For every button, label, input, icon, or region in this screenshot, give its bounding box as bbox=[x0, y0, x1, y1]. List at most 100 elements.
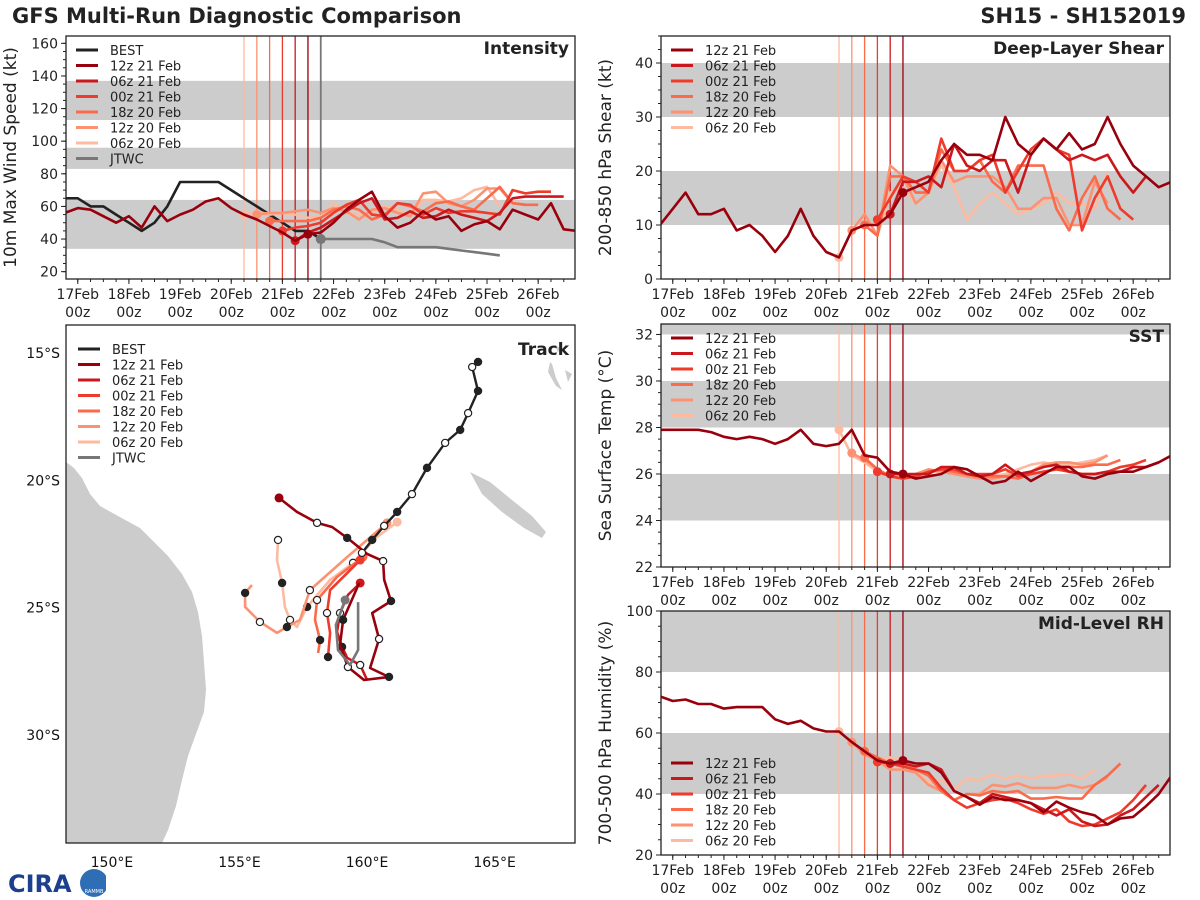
best-track-marker bbox=[440, 438, 450, 448]
lat-tick-label: 20°S bbox=[26, 473, 60, 489]
x-tick-hour-label: 00z bbox=[711, 305, 736, 321]
y-tick-label: 160 bbox=[31, 36, 58, 52]
x-tick-hour-label: 00z bbox=[762, 305, 787, 321]
x-tick-day-label: 22Feb bbox=[907, 287, 950, 303]
track-time-marker bbox=[355, 660, 365, 670]
x-tick-day-label: 19Feb bbox=[754, 863, 797, 879]
init-point-marker bbox=[898, 469, 908, 479]
x-tick-day-label: 23Feb bbox=[958, 575, 1001, 591]
jtwc-start-marker bbox=[340, 595, 350, 605]
x-tick-day-label: 26Feb bbox=[1112, 575, 1155, 591]
x-tick-day-label: 23Feb bbox=[958, 287, 1001, 303]
x-tick-day-label: 21Feb bbox=[856, 287, 899, 303]
legend-label: JTWC bbox=[111, 452, 146, 467]
init-point-marker bbox=[265, 216, 275, 226]
x-tick-day-label: 18Feb bbox=[108, 287, 151, 303]
x-tick-day-label: 24Feb bbox=[1010, 287, 1053, 303]
legend-label: 18z 20 Feb bbox=[705, 379, 776, 394]
forecast-track-line bbox=[325, 559, 362, 658]
x-tick-hour-label: 00z bbox=[762, 881, 787, 897]
shaded-band bbox=[661, 324, 1170, 335]
best-track-marker bbox=[407, 489, 417, 499]
track-time-marker bbox=[342, 533, 352, 543]
x-tick-day-label: 20Feb bbox=[210, 287, 253, 303]
legend-label: 06z 20 Feb bbox=[705, 122, 776, 137]
track-time-marker bbox=[315, 635, 325, 645]
shaded-band bbox=[661, 611, 1170, 672]
x-tick-day-label: 17Feb bbox=[56, 287, 99, 303]
best-track-marker bbox=[467, 362, 477, 372]
lon-tick-label: 160°E bbox=[346, 855, 389, 871]
track-time-marker bbox=[323, 652, 333, 662]
legend-label: 00z 21 Feb bbox=[112, 390, 183, 405]
x-tick-day-label: 17Feb bbox=[651, 287, 694, 303]
track-start-marker bbox=[274, 493, 284, 503]
legend-label: 06z 21 Feb bbox=[110, 75, 181, 90]
x-tick-day-label: 18Feb bbox=[703, 575, 746, 591]
x-tick-day-label: 22Feb bbox=[907, 575, 950, 591]
lat-tick-label: 15°S bbox=[26, 346, 60, 362]
x-tick-hour-label: 00z bbox=[762, 593, 787, 609]
y-tick-label: 28 bbox=[635, 420, 653, 436]
jtwc-init-marker bbox=[315, 234, 326, 245]
series-line bbox=[661, 695, 1170, 826]
y-tick-label: 26 bbox=[635, 467, 653, 483]
legend-label: 06z 20 Feb bbox=[705, 835, 776, 850]
x-tick-hour-label: 00z bbox=[711, 881, 736, 897]
x-tick-hour-label: 00z bbox=[967, 593, 992, 609]
lon-tick-label: 155°E bbox=[218, 855, 261, 871]
x-tick-day-label: 20Feb bbox=[805, 863, 848, 879]
legend-label: 12z 21 Feb bbox=[705, 332, 776, 347]
best-track-line bbox=[361, 360, 480, 554]
y-tick-label: 0 bbox=[644, 272, 653, 288]
legend-label: 06z 20 Feb bbox=[112, 436, 183, 451]
series-line bbox=[837, 164, 1109, 258]
new-caledonia-landmass bbox=[470, 472, 546, 538]
x-tick-day-label: 24Feb bbox=[1010, 863, 1053, 879]
y-axis-label: 200-850 hPa Shear (kt) bbox=[596, 59, 616, 256]
y-tick-label: 40 bbox=[635, 56, 653, 72]
australia-landmass bbox=[66, 462, 206, 843]
y-axis-label: Sea Surface Temp (°C) bbox=[596, 350, 616, 542]
x-tick-hour-label: 00z bbox=[1121, 305, 1146, 321]
y-tick-label: 100 bbox=[626, 604, 653, 620]
legend-label: 06z 21 Feb bbox=[112, 374, 183, 389]
lon-tick-label: 165°E bbox=[473, 855, 516, 871]
x-tick-day-label: 25Feb bbox=[466, 287, 509, 303]
y-tick-label: 22 bbox=[635, 560, 653, 576]
legend-label: 18z 20 Feb bbox=[705, 804, 776, 819]
x-tick-hour-label: 00z bbox=[865, 881, 890, 897]
track-time-marker bbox=[378, 556, 388, 566]
y-tick-label: 60 bbox=[635, 726, 653, 742]
legend-label: 12z 20 Feb bbox=[112, 421, 183, 436]
panel-title: Track bbox=[518, 340, 570, 360]
x-tick-day-label: 26Feb bbox=[1112, 287, 1155, 303]
x-tick-day-label: 18Feb bbox=[703, 287, 746, 303]
x-tick-hour-label: 00z bbox=[660, 305, 685, 321]
y-tick-label: 120 bbox=[31, 102, 58, 118]
panel-sst: 22 24 26 28 30 32 17Feb 00z 18Feb 00z 19Feb 00z 20Fe… bbox=[596, 323, 1171, 609]
best-track-marker bbox=[379, 521, 389, 531]
legend-label: JTWC bbox=[109, 153, 144, 168]
plot-area bbox=[661, 611, 1170, 855]
series-line bbox=[850, 741, 1109, 802]
x-tick-day-label: 24Feb bbox=[1010, 575, 1053, 591]
x-tick-day-label: 24Feb bbox=[415, 287, 458, 303]
cira-logo: CIRA RAMMB bbox=[8, 869, 106, 898]
init-point-marker bbox=[834, 425, 844, 435]
x-tick-day-label: 18Feb bbox=[703, 863, 746, 879]
x-tick-hour-label: 00z bbox=[916, 593, 941, 609]
panel-track: 150°E 155°E 160°E 165°E 15°S 20°S 25°S 30°S Trac… bbox=[26, 324, 576, 871]
storm-id: SH15 - SH152019 bbox=[980, 4, 1186, 28]
track-time-marker bbox=[374, 634, 384, 644]
y-tick-label: 30 bbox=[635, 110, 653, 126]
legend-label: 18z 20 Feb bbox=[110, 106, 181, 121]
track-time-marker bbox=[305, 585, 315, 595]
x-tick-hour-label: 00z bbox=[423, 305, 448, 321]
x-tick-hour-label: 00z bbox=[1018, 305, 1043, 321]
lat-tick-label: 25°S bbox=[26, 601, 60, 617]
best-track-marker bbox=[473, 357, 483, 367]
y-tick-label: 40 bbox=[635, 787, 653, 803]
